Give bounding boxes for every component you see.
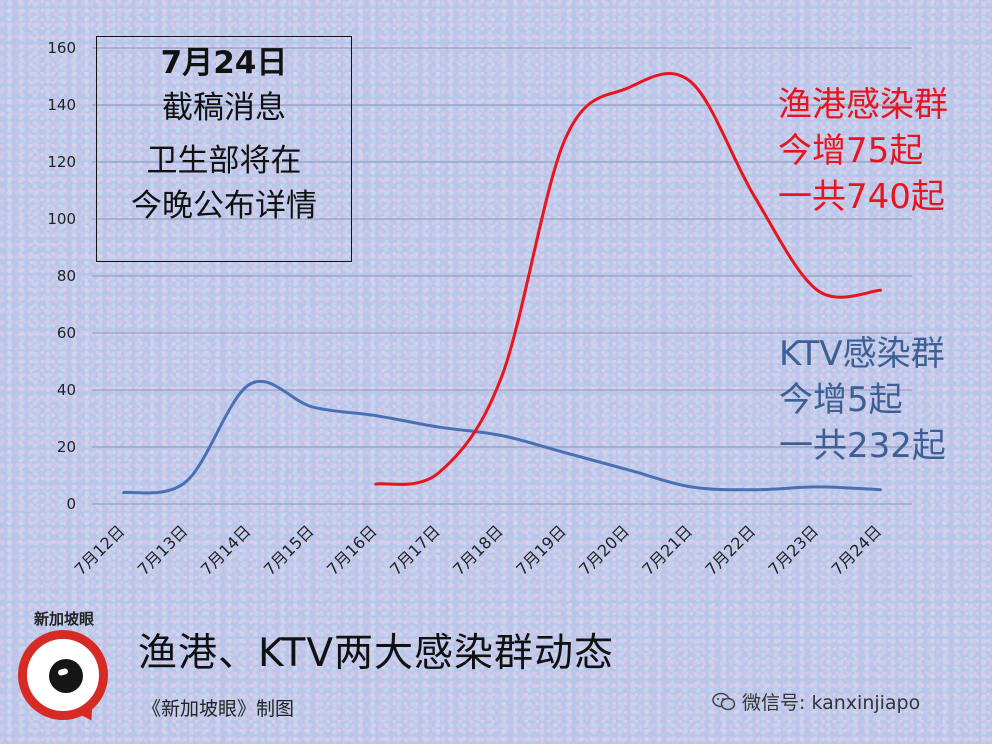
y-tick-label: 80: [57, 267, 76, 285]
info-line-3: 卫生部将在: [146, 143, 302, 179]
y-tick-label: 40: [57, 381, 76, 399]
series-lines: [122, 72, 882, 495]
x-tick-label: 7月14日: [197, 521, 255, 579]
eye-pupil-icon: [49, 659, 83, 693]
info-line-2: 截稿消息: [162, 90, 286, 126]
ktv-today: 今增5起: [779, 380, 903, 420]
y-tick-label: 0: [66, 495, 76, 513]
chart-title: 渔港、KTV两大感染群动态: [138, 631, 615, 676]
x-tick-label: 7月16日: [323, 521, 381, 579]
fishery-port-today: 今增75起: [778, 131, 924, 171]
x-axis-ticks: 7月12日 7月13日 7月14日 7月15日 7月16日 7月17日 7月18日 7月19日…: [71, 521, 886, 579]
x-tick-label: 7月12日: [71, 521, 129, 579]
wechat-icon: [712, 692, 736, 710]
x-tick-label: 7月24日: [828, 521, 886, 579]
ktv-total: 一共232起: [779, 426, 946, 466]
x-tick-label: 7月21日: [638, 521, 696, 579]
fishery-port-annotation: 渔港感染群 今增75起 一共740起: [778, 82, 948, 220]
info-line-4: 今晚公布详情: [131, 188, 317, 224]
wechat-id: 微信号: kanxinjiapo: [712, 688, 920, 715]
y-tick-label: 100: [47, 210, 76, 228]
x-tick-label: 7月17日: [386, 521, 444, 579]
fishery-port-label: 渔港感染群: [778, 85, 948, 125]
breaking-news-box: 7月24日 截稿消息 卫生部将在 今晚公布详情: [96, 36, 352, 262]
y-tick-label: 20: [57, 438, 76, 456]
brand-logo: 新加坡眼: [12, 608, 122, 728]
fishery-port-series-line: [374, 72, 882, 486]
ktv-series-line: [122, 379, 882, 495]
x-tick-label: 7月19日: [512, 521, 570, 579]
y-tick-label: 140: [47, 96, 76, 114]
logo-text: 新加坡眼: [34, 610, 95, 628]
credit-text: 《新加坡眼》制图: [142, 698, 295, 720]
eye-icon: [18, 630, 108, 720]
fishery-port-total: 一共740起: [778, 177, 945, 217]
ktv-label: KTV感染群: [779, 334, 945, 374]
x-tick-label: 7月23日: [765, 521, 823, 579]
y-tick-label: 60: [57, 324, 76, 342]
grid-lines: [92, 47, 912, 505]
x-tick-label: 7月20日: [575, 521, 633, 579]
x-tick-label: 7月13日: [134, 521, 192, 579]
y-tick-label: 120: [47, 153, 76, 171]
wechat-text: 微信号: kanxinjiapo: [742, 692, 921, 714]
x-tick-label: 7月22日: [701, 521, 759, 579]
ktv-annotation: KTV感染群 今增5起 一共232起: [779, 331, 946, 469]
info-date: 7月24日: [160, 45, 288, 81]
y-tick-label: 160: [47, 39, 76, 57]
x-tick-label: 7月18日: [449, 521, 507, 579]
x-tick-label: 7月15日: [260, 521, 318, 579]
y-axis-ticks: 0 20 40 60 80 100 120 140 160: [47, 39, 76, 513]
